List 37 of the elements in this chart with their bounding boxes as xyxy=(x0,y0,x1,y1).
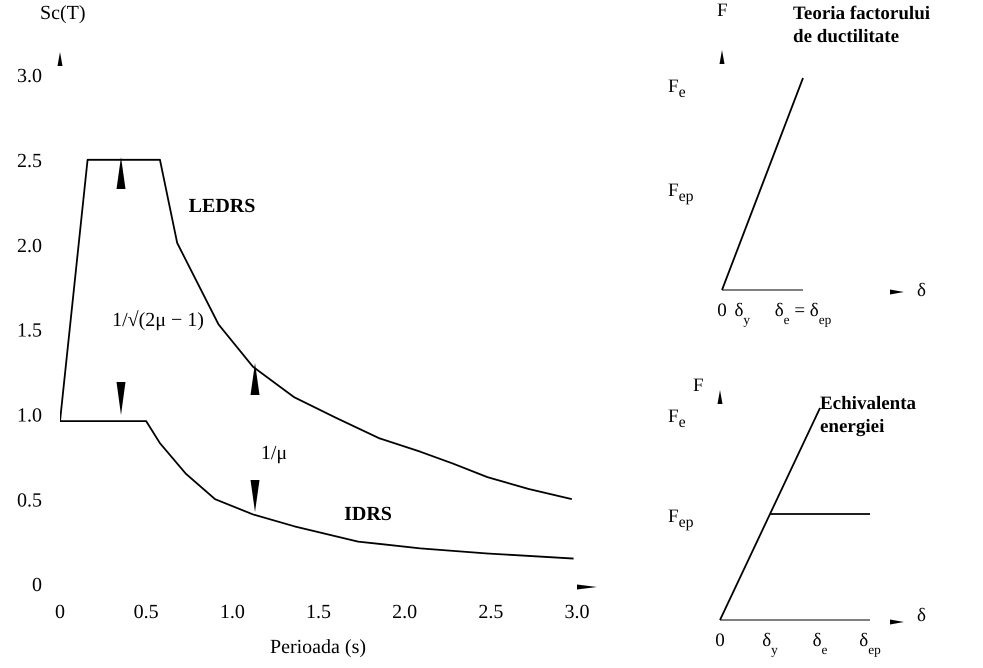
x-tick-label: δ$_{e}$ = δ$_{ep}$ xyxy=(774,300,832,326)
x-tick-label: 2.0 xyxy=(392,601,418,624)
x-axis-title: δ xyxy=(917,280,926,302)
annotation: IDRS xyxy=(343,503,393,526)
annotation: 1/μ xyxy=(260,442,288,465)
y-tick-label: 0 xyxy=(32,574,42,596)
y-tick-label: 1.0 xyxy=(17,404,42,426)
text: F$_{ep}$ xyxy=(668,506,694,532)
y-tick-label: 1.5 xyxy=(17,320,42,342)
x-tick-label: 0.5 xyxy=(134,601,159,624)
x-axis-title: δ xyxy=(917,605,926,627)
x-tick-label: 0 xyxy=(717,300,727,321)
x-tick-label: 0 xyxy=(55,601,65,624)
text: Teoria factorului de ductilitate xyxy=(793,2,932,48)
x-tick-label: δ$_{y}$ xyxy=(762,630,778,656)
x-tick-label: 2.5 xyxy=(478,601,504,624)
annotation: 1/√(2μ − 1) xyxy=(111,309,205,332)
chart-title: Echivalenta energiei xyxy=(820,392,918,438)
x-tick-label: δ$_{e}$ xyxy=(812,630,828,656)
x-axis-title: Perioada (s) xyxy=(268,636,368,659)
x-tick-label: 1.0 xyxy=(220,601,245,624)
x-tick-label: δ$_{ep}$ xyxy=(859,630,882,656)
y-axis-title: F xyxy=(717,0,728,22)
x-tick-label: δ$_{y}$ xyxy=(734,300,750,326)
x-tick-label: 1.5 xyxy=(306,601,331,624)
text: F$_{e}$ xyxy=(668,76,686,102)
x-tick-label: 3.0 xyxy=(564,601,590,624)
x-tick-label: 0 xyxy=(715,630,725,651)
y-axis-title: Sc(T) xyxy=(40,2,86,25)
text: F$_{e}$ xyxy=(668,406,686,432)
y-tick-label: 2.5 xyxy=(17,150,42,172)
annotation: LEDRS xyxy=(188,195,256,218)
text: F$_{ep}$ xyxy=(668,180,694,206)
y-tick-label: 0.5 xyxy=(17,489,42,512)
y-tick-label: 2.0 xyxy=(17,234,42,257)
y-tick-label: 3.0 xyxy=(17,65,42,88)
y-axis-title: F xyxy=(693,375,704,397)
